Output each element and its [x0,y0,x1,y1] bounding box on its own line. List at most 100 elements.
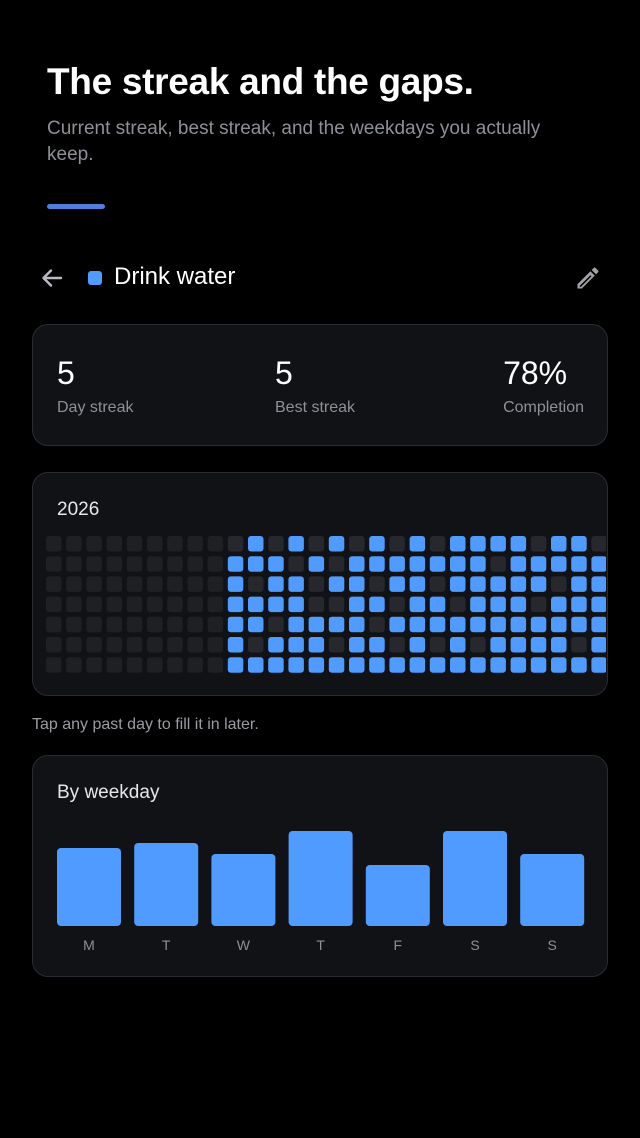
heatmap-cell[interactable] [308,536,325,552]
heatmap-cell[interactable] [308,556,325,572]
heatmap-cell[interactable] [551,576,567,592]
heatmap-cell[interactable] [248,596,264,613]
heatmap-cell[interactable] [450,576,466,592]
heatmap-cell[interactable] [409,657,426,673]
heatmap-cell[interactable] [490,536,506,552]
heatmap-cell[interactable] [510,637,527,653]
heatmap-cell[interactable] [470,536,486,552]
heatmap-cell[interactable] [490,576,506,592]
heatmap-cell[interactable] [429,576,446,592]
heatmap-cell[interactable] [571,556,587,572]
heatmap-cell[interactable] [328,596,345,613]
heatmap-cell[interactable] [227,616,244,633]
heatmap-cell[interactable] [551,637,567,653]
heatmap-cell[interactable] [308,637,325,653]
heatmap-cell[interactable] [328,536,345,552]
heatmap-cell[interactable] [551,657,567,673]
heatmap-cell[interactable] [510,536,527,552]
heatmap-cell[interactable] [409,576,426,592]
heatmap-cell[interactable] [369,616,385,633]
heatmap-cell[interactable] [268,576,284,592]
heatmap-cell[interactable] [268,596,284,613]
heatmap-cell[interactable] [349,616,365,633]
heatmap-cell[interactable] [389,556,405,572]
heatmap-cell[interactable] [328,576,345,592]
heatmap-cell[interactable] [470,556,486,572]
heatmap-cell[interactable] [450,616,466,633]
heatmap-cell[interactable] [308,657,325,673]
heatmap-cell[interactable] [369,596,385,613]
heatmap-cell[interactable] [248,616,264,633]
heatmap-cell[interactable] [429,536,446,552]
heatmap-cell[interactable] [328,556,345,572]
heatmap-cell[interactable] [571,616,587,633]
heatmap-cell[interactable] [369,536,385,552]
heatmap-cell[interactable] [369,657,385,673]
heatmap-cell[interactable] [227,637,244,653]
heatmap-cell[interactable] [591,556,606,572]
heatmap-cell[interactable] [369,556,385,572]
heatmap-cell[interactable] [288,637,304,653]
heatmap-cell[interactable] [429,637,446,653]
heatmap-cell[interactable] [591,637,606,653]
heatmap-cell[interactable] [571,536,587,552]
heatmap-cell[interactable] [551,596,567,613]
heatmap-cell[interactable] [389,657,405,673]
heatmap-cell[interactable] [349,596,365,613]
heatmap-cell[interactable] [470,596,486,613]
heatmap-cell[interactable] [490,616,506,633]
heatmap-cell[interactable] [571,596,587,613]
heatmap-cell[interactable] [328,657,345,673]
heatmap-cell[interactable] [490,556,506,572]
heatmap-cell[interactable] [389,596,405,613]
heatmap-cell[interactable] [530,576,547,592]
heatmap-cell[interactable] [389,536,405,552]
heatmap-cell[interactable] [288,616,304,633]
heatmap-cell[interactable] [349,556,365,572]
heatmap-cell[interactable] [591,536,606,552]
heatmap-cell[interactable] [328,637,345,653]
heatmap-cell[interactable] [429,596,446,613]
heatmap-cell[interactable] [429,616,446,633]
heatmap-cell[interactable] [268,637,284,653]
heatmap-cell[interactable] [328,616,345,633]
heatmap-cell[interactable] [450,657,466,673]
heatmap-cell[interactable] [227,657,244,673]
heatmap-cell[interactable] [349,657,365,673]
heatmap-cell[interactable] [490,637,506,653]
heatmap-cell[interactable] [227,596,244,613]
heatmap-cell[interactable] [571,657,587,673]
heatmap-cell[interactable] [510,596,527,613]
heatmap-cell[interactable] [288,657,304,673]
heatmap-cell[interactable] [551,536,567,552]
heatmap-cell[interactable] [248,536,264,552]
heatmap-cell[interactable] [591,576,606,592]
heatmap-cell[interactable] [470,616,486,633]
heatmap-cell[interactable] [450,637,466,653]
heatmap-cell[interactable] [450,536,466,552]
edit-habit-button[interactable] [574,264,602,292]
heatmap-cell[interactable] [389,637,405,653]
heatmap-cell[interactable] [530,657,547,673]
heatmap-cell[interactable] [510,616,527,633]
heatmap-cell[interactable] [288,556,304,572]
heatmap-cell[interactable] [510,657,527,673]
heatmap-cell[interactable] [409,637,426,653]
heatmap-cell[interactable] [470,576,486,592]
heatmap-cell[interactable] [450,596,466,613]
heatmap-cell[interactable] [288,536,304,552]
heatmap-cell[interactable] [349,536,365,552]
heatmap-cell[interactable] [389,576,405,592]
heatmap-cell[interactable] [308,576,325,592]
heatmap-cell[interactable] [248,556,264,572]
heatmap-cell[interactable] [227,576,244,592]
back-button[interactable] [38,264,66,292]
heatmap-cell[interactable] [470,657,486,673]
heatmap-cell[interactable] [268,657,284,673]
heatmap-cell[interactable] [571,637,587,653]
heatmap-cell[interactable] [429,657,446,673]
heatmap-cell[interactable] [248,637,264,653]
heatmap-cell[interactable] [591,657,606,673]
heatmap-cell[interactable] [571,576,587,592]
heatmap-cell[interactable] [551,616,567,633]
